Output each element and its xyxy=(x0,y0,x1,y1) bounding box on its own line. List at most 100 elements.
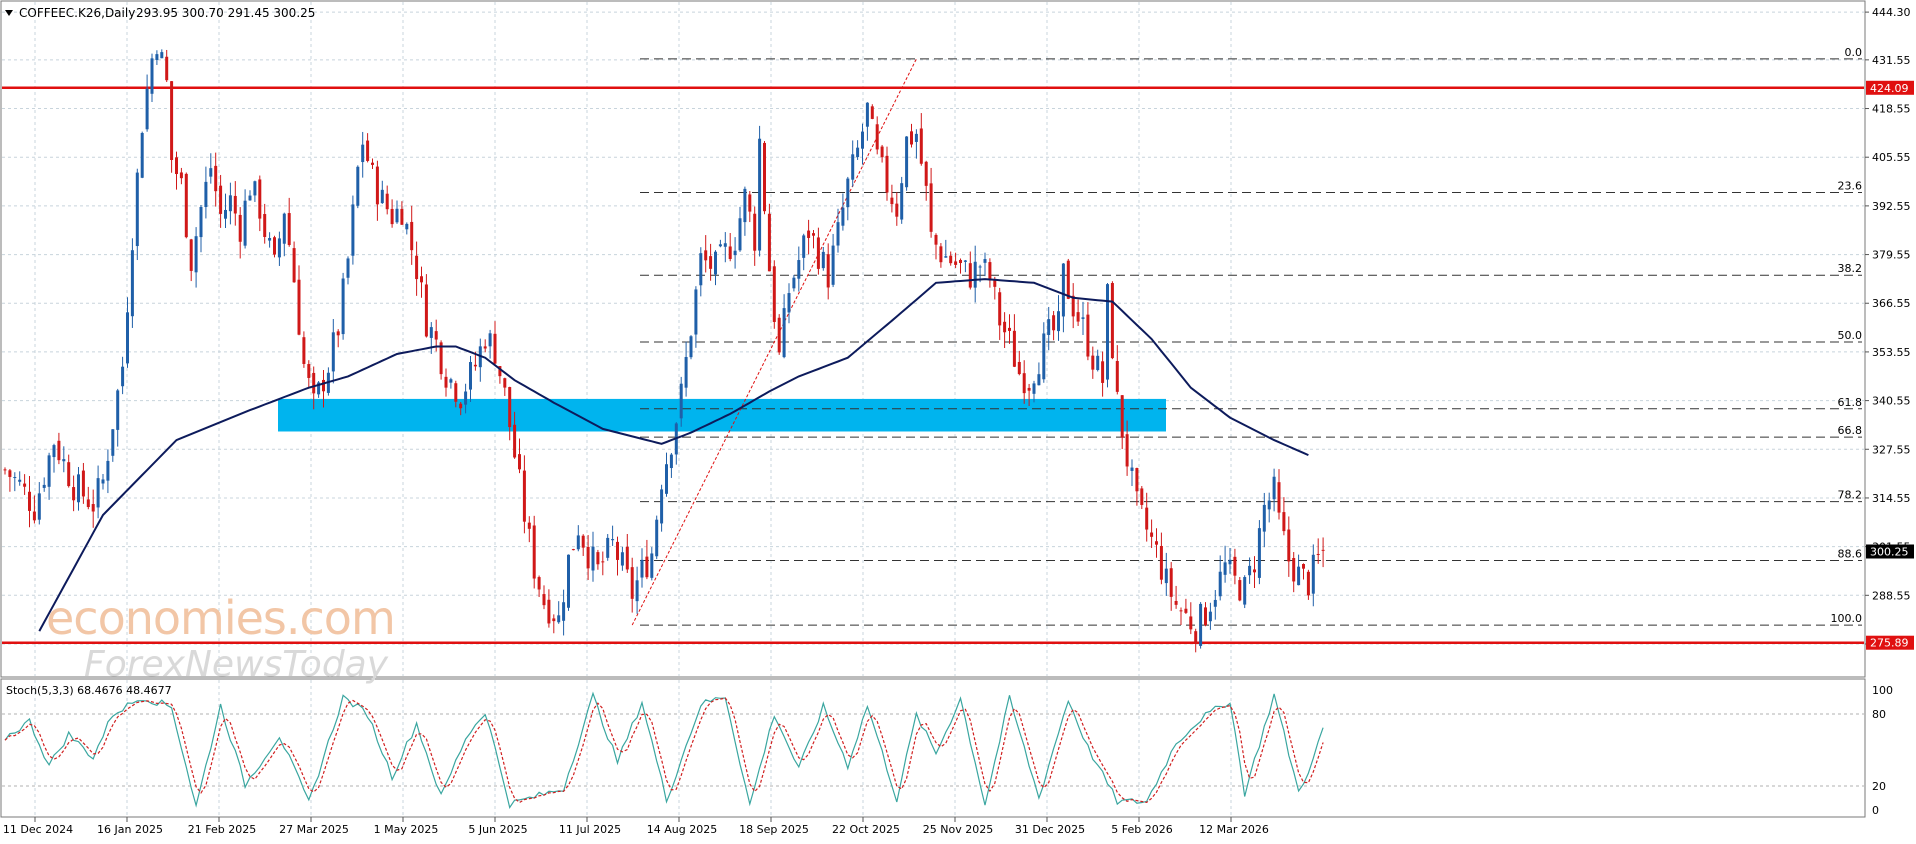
candle-body xyxy=(630,567,634,599)
candle-body xyxy=(743,188,747,223)
candle-body xyxy=(1106,284,1109,380)
candle-body xyxy=(1115,360,1119,392)
candle-body xyxy=(968,263,972,288)
level-price-label: 275.89 xyxy=(1870,637,1909,650)
candle-body xyxy=(1311,554,1315,594)
horizontal-levels[interactable] xyxy=(2,86,1864,644)
candle-body xyxy=(851,154,855,180)
support-zone xyxy=(278,398,1166,432)
fib-level-label: 88.6 xyxy=(1838,548,1863,561)
candle-body xyxy=(312,372,316,394)
candle-body xyxy=(405,223,409,230)
candle-body xyxy=(1017,361,1021,375)
candle-body xyxy=(635,580,639,602)
candle-body xyxy=(718,244,722,247)
candle-body xyxy=(493,333,497,364)
candle-body xyxy=(777,317,781,353)
candle-body xyxy=(91,504,95,512)
candle-body xyxy=(983,259,987,263)
candle-body xyxy=(400,208,404,225)
candle-body xyxy=(1292,557,1296,582)
moving-average-layer xyxy=(38,278,1309,632)
candle-body xyxy=(420,276,423,283)
candle-body xyxy=(395,208,399,223)
candle-body xyxy=(738,218,742,251)
candle-body xyxy=(767,213,771,272)
candle-body xyxy=(356,166,360,206)
candle-body xyxy=(988,262,992,281)
candle-body xyxy=(949,255,953,264)
candle-body xyxy=(601,561,605,563)
candle-body xyxy=(919,128,923,164)
level-price-marker xyxy=(1866,80,1914,95)
candle-body xyxy=(62,459,66,462)
candle-body xyxy=(650,553,654,578)
candle-body xyxy=(258,179,262,219)
date-tick-label: 25 Nov 2025 xyxy=(923,823,993,836)
candle-body xyxy=(346,258,350,278)
candle-body xyxy=(959,259,962,264)
stochastic-main-line xyxy=(4,691,1324,809)
candle-body xyxy=(998,292,1002,326)
fib-level-label: 100.0 xyxy=(1831,612,1863,625)
fib-trend-line[interactable] xyxy=(631,58,917,626)
candle-body xyxy=(1086,314,1090,357)
date-tick-label: 18 Sep 2025 xyxy=(739,823,809,836)
moving-average-line xyxy=(38,278,1309,632)
fib-level-label: 0.0 xyxy=(1845,46,1863,59)
candle-body xyxy=(1150,532,1154,537)
candle-body xyxy=(831,245,835,285)
candle-body xyxy=(1066,260,1070,299)
candle-body xyxy=(704,250,708,261)
candle-body xyxy=(552,618,556,622)
candle-body xyxy=(341,278,345,335)
candle-body xyxy=(1184,608,1188,613)
candle-body xyxy=(297,279,301,335)
candle-body xyxy=(1125,434,1129,467)
candle-body xyxy=(233,195,237,214)
candle-body xyxy=(655,519,659,557)
candle-body xyxy=(890,197,894,205)
candle-body xyxy=(155,54,159,60)
candle-body xyxy=(322,379,325,392)
candle-body xyxy=(816,237,820,269)
date-tick-label: 5 Feb 2026 xyxy=(1111,823,1172,836)
date-tick-label: 12 Mar 2026 xyxy=(1199,823,1269,836)
candle-body xyxy=(1306,571,1310,596)
candle-body xyxy=(787,293,791,313)
stochastic-tick-label: 100 xyxy=(1872,684,1893,697)
candle-body xyxy=(591,546,595,571)
candle-body xyxy=(792,277,796,289)
candle-body xyxy=(1120,395,1124,438)
candle-body xyxy=(1057,311,1060,332)
candle-body xyxy=(606,537,610,558)
candle-body xyxy=(243,200,247,246)
candle-body xyxy=(410,221,414,251)
candle-body xyxy=(914,133,918,142)
candle-body xyxy=(660,489,664,524)
stochastic-tick-label: 20 xyxy=(1872,780,1886,793)
candle-body xyxy=(709,256,713,269)
candle-body xyxy=(954,261,958,265)
fibonacci-retracement[interactable]: 0.0 23.6 38.2 50.0 61.8 66.8 78.2 88.6 100.0 xyxy=(631,46,1863,626)
candle-body xyxy=(513,424,517,458)
candle-body xyxy=(469,362,472,390)
candle-body xyxy=(797,260,801,279)
date-axis: 11 Dec 2024 16 Jan 2025 21 Feb 2025 27 Mar … xyxy=(3,817,1269,836)
level-price-label: 424.09 xyxy=(1870,82,1909,95)
candle-body xyxy=(488,333,492,347)
menu-triangle-icon[interactable] xyxy=(5,10,13,16)
level-price-marker xyxy=(1866,635,1914,650)
main-gridlines xyxy=(2,2,1864,676)
candle-body xyxy=(1164,568,1168,584)
candle-body xyxy=(1037,374,1041,386)
candle-body xyxy=(1012,330,1016,367)
candle-body xyxy=(32,511,36,521)
candle-body xyxy=(37,493,41,520)
candle-body xyxy=(189,239,193,271)
price-tick-label: 353.55 xyxy=(1872,346,1911,359)
candle-body xyxy=(684,356,688,388)
stochastic-tick-label: 80 xyxy=(1872,708,1886,721)
candle-body xyxy=(1110,283,1114,359)
